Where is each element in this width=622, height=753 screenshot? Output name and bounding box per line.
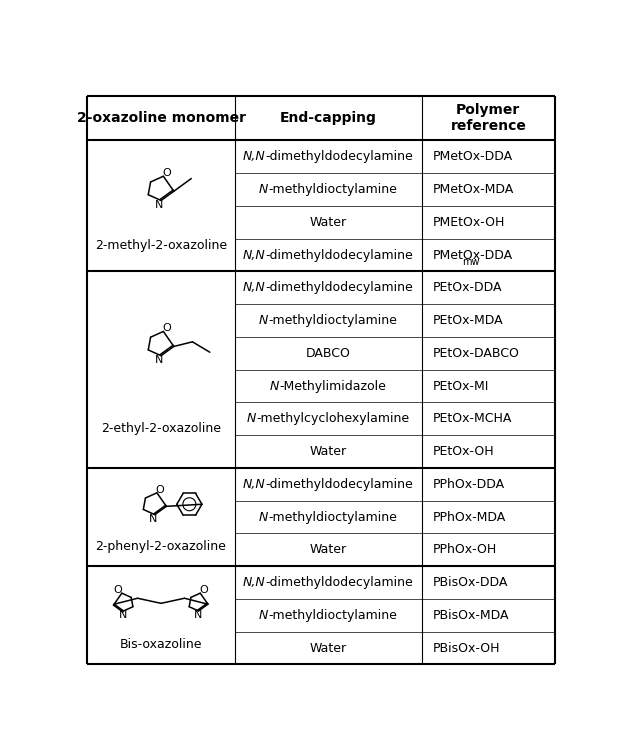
Text: PBisOx-OH: PBisOx-OH bbox=[432, 642, 500, 654]
Text: Water: Water bbox=[310, 543, 346, 556]
Text: O: O bbox=[200, 585, 208, 595]
Text: Water: Water bbox=[310, 216, 346, 229]
Text: N,N: N,N bbox=[243, 478, 266, 491]
Text: N: N bbox=[156, 355, 164, 365]
Text: 2-oxazoline monomer: 2-oxazoline monomer bbox=[77, 111, 246, 125]
Text: Water: Water bbox=[310, 445, 346, 458]
Text: Polymer: Polymer bbox=[456, 103, 521, 117]
Text: PMetOx-DDA: PMetOx-DDA bbox=[432, 248, 513, 261]
Text: End-capping: End-capping bbox=[280, 111, 377, 125]
Text: PMetOx-DDA: PMetOx-DDA bbox=[432, 151, 513, 163]
Text: O: O bbox=[156, 485, 164, 495]
Text: PPhOx-DDA: PPhOx-DDA bbox=[432, 478, 504, 491]
Text: DABCO: DABCO bbox=[306, 347, 351, 360]
Text: N,N: N,N bbox=[243, 151, 266, 163]
Text: -methylcyclohexylamine: -methylcyclohexylamine bbox=[256, 413, 409, 425]
Text: N: N bbox=[270, 380, 279, 392]
Text: PEtOx-DABCO: PEtOx-DABCO bbox=[432, 347, 519, 360]
Text: N: N bbox=[149, 514, 157, 524]
Text: N: N bbox=[259, 314, 269, 327]
Text: -Methylimidazole: -Methylimidazole bbox=[279, 380, 386, 392]
Text: -dimethyldodecylamine: -dimethyldodecylamine bbox=[266, 151, 414, 163]
Text: -methyldioctylamine: -methyldioctylamine bbox=[269, 608, 397, 622]
Text: PEtOx-DDA: PEtOx-DDA bbox=[432, 282, 502, 294]
Text: N,N: N,N bbox=[243, 282, 266, 294]
Text: N: N bbox=[259, 183, 269, 196]
Text: PEtOx-MCHA: PEtOx-MCHA bbox=[432, 413, 512, 425]
Text: PEtOx-MI: PEtOx-MI bbox=[432, 380, 489, 392]
Text: PPhOx-MDA: PPhOx-MDA bbox=[432, 511, 506, 523]
Text: N: N bbox=[259, 608, 269, 622]
Text: -dimethyldodecylamine: -dimethyldodecylamine bbox=[266, 478, 414, 491]
Text: PBisOx-MDA: PBisOx-MDA bbox=[432, 608, 509, 622]
Text: Bis-oxazoline: Bis-oxazoline bbox=[120, 639, 202, 651]
Text: N,N: N,N bbox=[243, 248, 266, 261]
Text: 2-phenyl-2-oxazoline: 2-phenyl-2-oxazoline bbox=[96, 540, 226, 553]
Text: PEtOx-MDA: PEtOx-MDA bbox=[432, 314, 503, 327]
Text: mw: mw bbox=[462, 257, 480, 267]
Text: -dimethyldodecylamine: -dimethyldodecylamine bbox=[266, 576, 414, 589]
Text: PBisOx-DDA: PBisOx-DDA bbox=[432, 576, 508, 589]
Text: 2-ethyl-2-oxazoline: 2-ethyl-2-oxazoline bbox=[101, 422, 221, 435]
Text: PMetOx-MDA: PMetOx-MDA bbox=[432, 183, 514, 196]
Text: PMEtOx-OH: PMEtOx-OH bbox=[432, 216, 504, 229]
Text: N: N bbox=[156, 200, 164, 210]
Text: PEtOx-OH: PEtOx-OH bbox=[432, 445, 494, 458]
Text: O: O bbox=[162, 168, 171, 178]
Text: -methyldioctylamine: -methyldioctylamine bbox=[269, 183, 397, 196]
Text: N,N: N,N bbox=[243, 576, 266, 589]
Text: PPhOx-OH: PPhOx-OH bbox=[432, 543, 496, 556]
Text: -dimethyldodecylamine: -dimethyldodecylamine bbox=[266, 248, 414, 261]
Text: N: N bbox=[259, 511, 269, 523]
Text: 2-methyl-2-oxazoline: 2-methyl-2-oxazoline bbox=[95, 239, 227, 252]
Text: N: N bbox=[194, 610, 203, 620]
Text: O: O bbox=[162, 323, 171, 334]
Text: reference: reference bbox=[450, 119, 526, 133]
Text: -methyldioctylamine: -methyldioctylamine bbox=[269, 314, 397, 327]
Text: -methyldioctylamine: -methyldioctylamine bbox=[269, 511, 397, 523]
Text: N: N bbox=[247, 413, 256, 425]
Text: Water: Water bbox=[310, 642, 346, 654]
Text: N: N bbox=[119, 610, 128, 620]
Text: -dimethyldodecylamine: -dimethyldodecylamine bbox=[266, 282, 414, 294]
Text: O: O bbox=[114, 585, 123, 595]
